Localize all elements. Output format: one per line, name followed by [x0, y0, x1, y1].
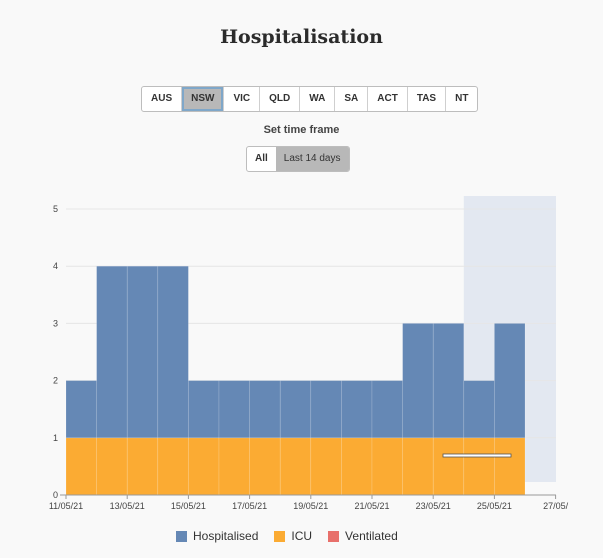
y-tick-label: 4 — [53, 261, 58, 271]
hospitalisation-chart: 0 1 2 3 4 5 11/05/21 13/05/21 15/05/21 17/05/21 19… — [49, 196, 569, 511]
bar-hospitalised — [126, 265, 159, 439]
legend-swatch-icu — [274, 530, 286, 542]
tab-vic[interactable]: VIC — [224, 87, 261, 111]
bar-icu — [341, 437, 373, 496]
bar-icu — [65, 437, 97, 496]
bar-hospitalised — [310, 380, 342, 439]
tab-sa[interactable]: SA — [335, 87, 369, 111]
bar-icu — [310, 437, 342, 496]
tab-aus[interactable]: AUS — [142, 87, 183, 111]
tab-act[interactable]: ACT — [368, 87, 408, 111]
bar-icu — [157, 437, 189, 496]
legend-item-icu[interactable]: ICU — [274, 529, 312, 543]
bar-icu — [463, 437, 495, 496]
y-tick-label: 1 — [53, 433, 58, 443]
tab-tas[interactable]: TAS — [408, 87, 447, 111]
legend-label-ventilated: Ventilated — [345, 529, 398, 543]
tab-wa[interactable]: WA — [300, 87, 336, 111]
timeframe-all-button[interactable]: All — [255, 153, 268, 164]
bar-hospitalised — [96, 265, 128, 439]
bar-hospitalised — [371, 380, 403, 439]
y-tick-label: 0 — [53, 490, 58, 500]
x-tick-label: 19/05/21 — [293, 501, 328, 511]
timeframe-selector: All Last 14 days — [246, 146, 350, 172]
x-tick-label: 23/05/21 — [416, 501, 451, 511]
bar-hospitalised — [463, 380, 495, 439]
tab-qld[interactable]: QLD — [260, 87, 301, 111]
bar-hospitalised — [494, 323, 526, 439]
bar-icu — [494, 437, 526, 496]
chart-title: Hospitalisation — [220, 26, 383, 48]
bar-hospitalised — [65, 380, 97, 439]
bar-hospitalised — [249, 380, 281, 439]
x-tick-label: 17/05/21 — [232, 501, 267, 511]
state-selector: AUS NSW VIC QLD WA SA ACT TAS NT — [141, 86, 479, 112]
bar-hospitalised — [157, 265, 189, 439]
legend-swatch-hospitalised — [176, 530, 187, 542]
x-tick-label: 15/05/21 — [171, 501, 206, 511]
bar-icu — [249, 437, 281, 496]
x-tick-label: 13/05/21 — [110, 501, 145, 511]
bar-icu — [126, 437, 159, 496]
legend-label-icu: ICU — [291, 529, 313, 543]
y-tick-label: 3 — [53, 318, 58, 328]
bar-icu — [432, 437, 465, 496]
tab-nt[interactable]: NT — [455, 93, 469, 104]
timeframe-last-14-days-button[interactable]: Last 14 days — [275, 147, 349, 171]
x-tick-label: 11/05/21 — [49, 501, 83, 511]
chart-legend: Hospitalised ICU Ventilated — [176, 529, 398, 543]
bar-hospitalised — [188, 380, 220, 439]
bar-hospitalised — [432, 323, 465, 439]
legend-label-hospitalised: Hospitalised — [193, 529, 259, 543]
bar-icu — [279, 437, 312, 496]
annotation-marker — [442, 453, 512, 458]
bar-icu — [218, 437, 250, 496]
x-tick-label: 27/05/ — [543, 501, 569, 511]
legend-item-hospitalised[interactable]: Hospitalised — [176, 529, 258, 543]
x-tick-label: 25/05/21 — [477, 501, 512, 511]
bar-hospitalised — [402, 323, 434, 439]
bar-icu — [371, 437, 403, 496]
x-tick-label: 21/05/21 — [354, 501, 389, 511]
bar-icu — [96, 437, 128, 496]
timeframe-label: Set time frame — [263, 124, 340, 136]
bar-hospitalised — [341, 380, 373, 439]
bar-hospitalised — [279, 380, 312, 439]
legend-swatch-ventilated — [328, 530, 340, 542]
bar-icu — [402, 437, 434, 496]
legend-item-ventilated[interactable]: Ventilated — [328, 529, 398, 543]
y-tick-label: 5 — [53, 204, 58, 214]
y-tick-label: 2 — [53, 376, 58, 386]
bar-icu — [188, 437, 220, 496]
tab-nsw[interactable]: NSW — [182, 87, 225, 111]
bar-hospitalised — [218, 380, 250, 439]
